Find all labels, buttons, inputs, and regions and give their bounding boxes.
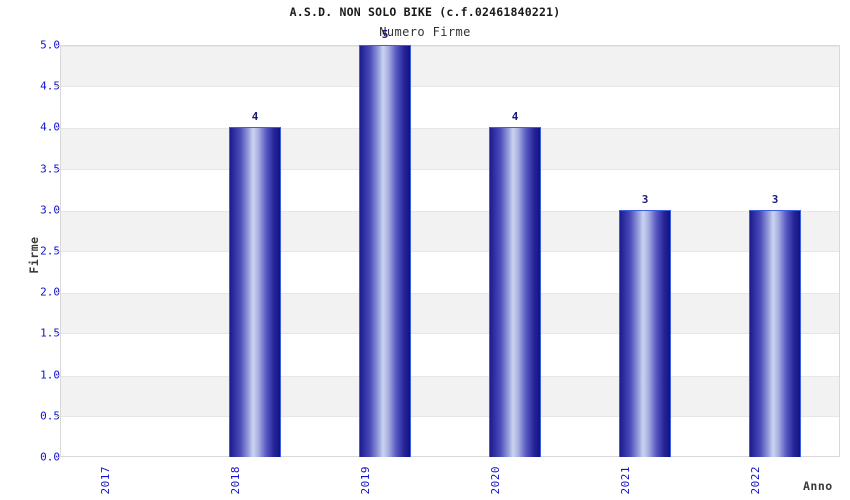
x-tick-label-2019: 2019 xyxy=(359,466,372,495)
y-tick-label-4.5: 4.5 xyxy=(40,79,60,93)
y-tick-mark xyxy=(55,415,60,417)
y-tick-mark xyxy=(55,374,60,376)
y-tick-label-3.5: 3.5 xyxy=(40,162,60,176)
y-tick-mark xyxy=(55,45,60,46)
y-tick-label-1.0: 1.0 xyxy=(40,368,60,382)
x-tick-label-2017: 2017 xyxy=(99,466,112,495)
bar-2019[interactable] xyxy=(359,45,411,457)
y-tick-mark xyxy=(55,292,60,294)
y-tick-label-2.0: 2.0 xyxy=(40,285,60,299)
bar-value-label-2018: 4 xyxy=(251,110,259,124)
bar-value-label-2022: 3 xyxy=(771,192,779,206)
bar-2021[interactable] xyxy=(619,209,671,457)
x-tick-label-2022: 2022 xyxy=(749,466,762,495)
y-tick-label-4.0: 4.0 xyxy=(40,120,60,134)
x-tick-label-2021: 2021 xyxy=(619,466,632,495)
y-tick-mark xyxy=(55,251,60,252)
grid-band xyxy=(61,210,839,252)
x-tick-label-2020: 2020 xyxy=(489,466,502,495)
y-tick-mark xyxy=(55,127,60,129)
bar-value-label-2021: 3 xyxy=(641,192,649,206)
bar-2020[interactable] xyxy=(489,127,541,457)
grid-band xyxy=(61,46,839,88)
x-axis-title: Anno xyxy=(803,479,833,493)
y-tick-label-0.0: 0.0 xyxy=(40,450,60,464)
y-axis-title: Firme xyxy=(27,236,41,274)
y-tick-label-3.0: 3.0 xyxy=(40,203,60,217)
y-tick-mark xyxy=(55,168,60,170)
x-tick-label-2018: 2018 xyxy=(229,466,242,495)
y-tick-mark xyxy=(55,333,60,335)
y-tick-mark xyxy=(55,457,60,458)
bar-2018[interactable] xyxy=(229,127,281,457)
y-tick-label-5.0: 5.0 xyxy=(40,38,60,52)
chart-title: A.S.D. NON SOLO BIKE (c.f.02461840221) xyxy=(289,5,561,19)
chart-subtitle: Numero Firme xyxy=(379,25,471,39)
y-tick-label-1.5: 1.5 xyxy=(40,326,60,340)
bar-value-label-2020: 4 xyxy=(511,110,519,124)
bar-2022[interactable] xyxy=(749,209,801,457)
grid-band xyxy=(61,128,839,170)
bar-value-label-2019: 5 xyxy=(381,28,389,41)
y-tick-label-2.5: 2.5 xyxy=(40,244,60,258)
grid-band xyxy=(61,293,839,335)
y-tick-label-0.5: 0.5 xyxy=(40,409,60,423)
plot-area xyxy=(60,45,840,457)
y-tick-mark xyxy=(55,86,60,88)
bars-layer xyxy=(60,45,840,457)
grid-band xyxy=(61,375,839,417)
y-tick-mark xyxy=(55,209,60,211)
